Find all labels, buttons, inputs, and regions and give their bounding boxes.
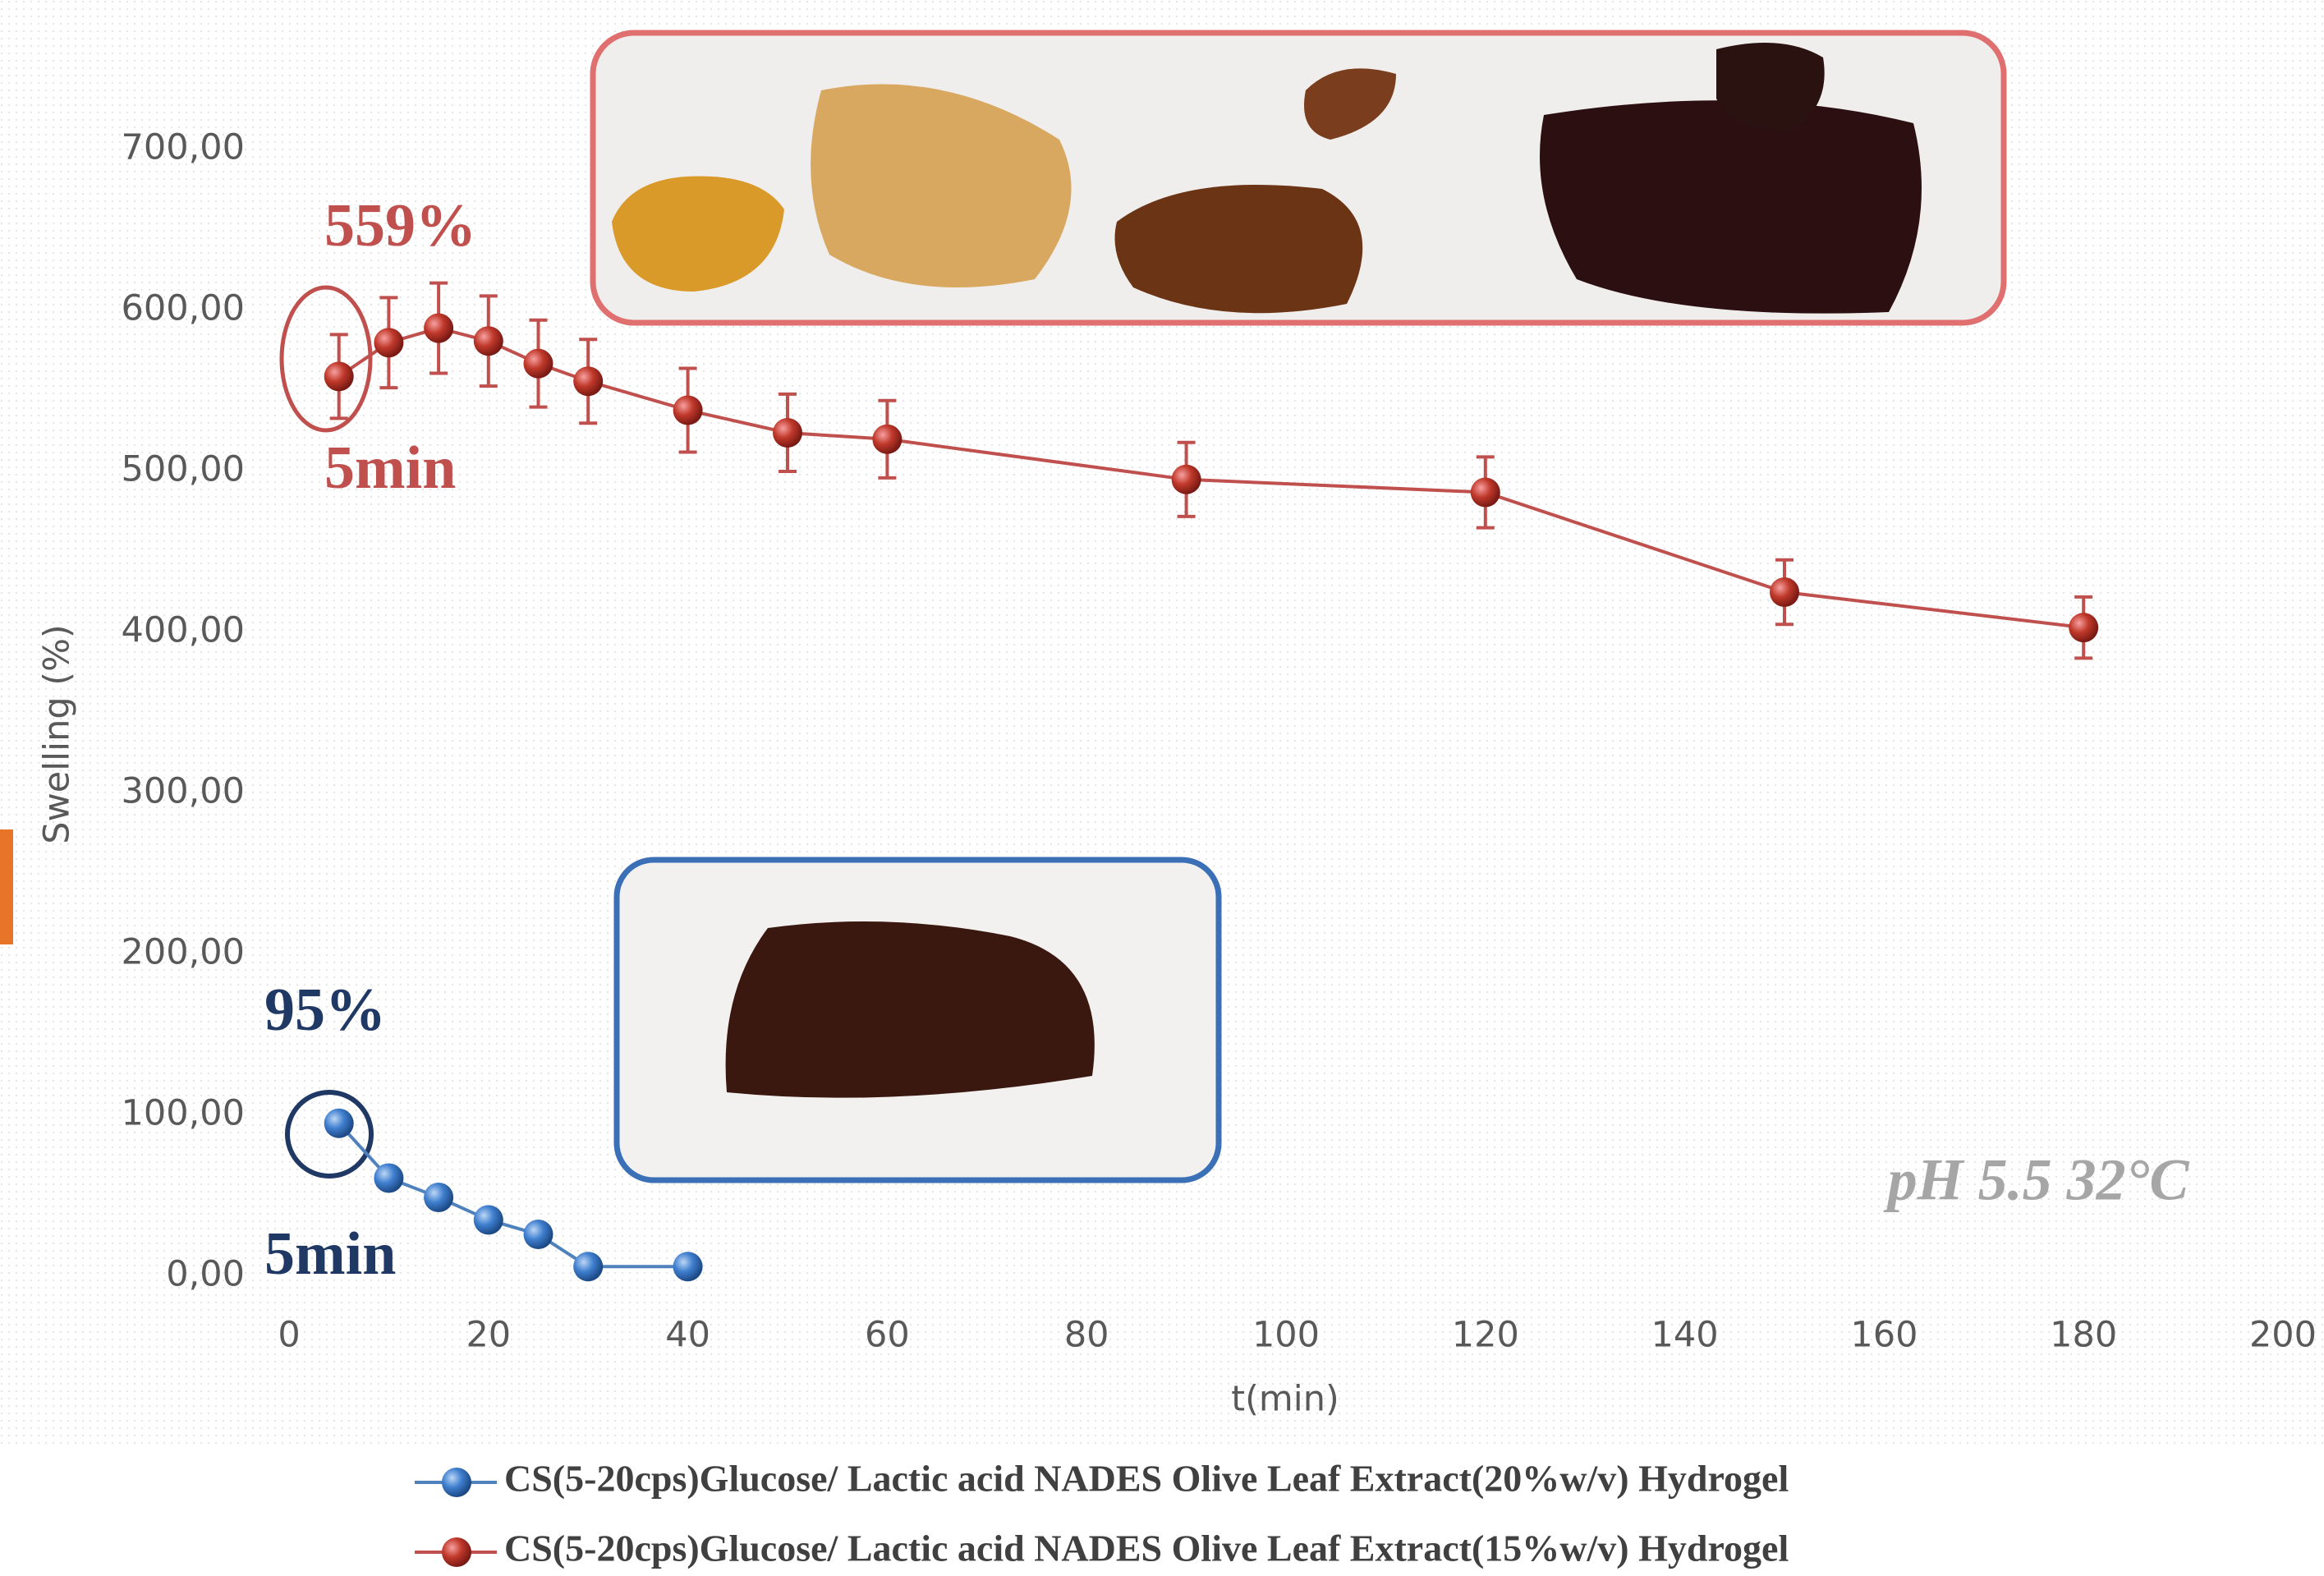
- photo-red: [593, 33, 2004, 323]
- legend-marker: [442, 1537, 471, 1567]
- data-point: [524, 349, 553, 379]
- data-point: [474, 1205, 503, 1234]
- x-tick-label: 120: [1452, 1315, 1519, 1356]
- data-point: [673, 1252, 703, 1281]
- data-point: [573, 366, 603, 396]
- x-axis-label: t(min): [1231, 1379, 1339, 1420]
- data-point: [374, 1163, 403, 1192]
- x-tick-label: 0: [278, 1315, 300, 1356]
- x-tick-label: 20: [466, 1315, 511, 1356]
- x-tick-label: 140: [1651, 1315, 1719, 1356]
- legend-label: CS(5-20cps)Glucose/ Lactic acid NADES Ol…: [504, 1528, 1789, 1569]
- data-point: [424, 314, 453, 343]
- x-tick-label: 200: [2249, 1315, 2317, 1356]
- data-point: [2069, 613, 2098, 642]
- data-point: [1770, 577, 1799, 607]
- annotation: 95%: [264, 976, 386, 1044]
- data-point: [673, 396, 703, 425]
- data-point: [1471, 477, 1500, 507]
- data-point: [573, 1252, 603, 1281]
- data-point: [773, 418, 802, 448]
- y-tick-label: 600,00: [122, 288, 245, 329]
- data-point: [424, 1183, 453, 1212]
- data-point: [324, 361, 354, 391]
- annotation: pH 5.5 32°C: [1883, 1147, 2190, 1213]
- legend-label: CS(5-20cps)Glucose/ Lactic acid NADES Ol…: [504, 1458, 1789, 1500]
- side-fragment: [0, 829, 13, 944]
- legend-marker: [442, 1468, 471, 1497]
- data-point: [872, 425, 902, 454]
- annotation: 5min: [264, 1220, 396, 1288]
- y-axis-label: Swelling (%): [37, 624, 78, 843]
- data-point: [1172, 465, 1201, 494]
- x-tick-label: 100: [1252, 1315, 1320, 1356]
- x-tick-label: 80: [1064, 1315, 1109, 1356]
- data-point: [324, 1109, 354, 1138]
- page: t(min) Swelling (%) 559% 5min 95% 5min p…: [0, 0, 2324, 1573]
- y-tick-label: 700,00: [122, 127, 245, 168]
- photo-blue: [617, 860, 1219, 1180]
- y-tick-label: 100,00: [122, 1093, 245, 1134]
- chart: t(min) Swelling (%) 559% 5min 95% 5min p…: [0, 0, 2324, 1573]
- data-point: [374, 328, 403, 357]
- y-tick-label: 500,00: [122, 449, 245, 490]
- y-tick-label: 0,00: [166, 1254, 245, 1295]
- x-tick-label: 180: [2050, 1315, 2117, 1356]
- data-point: [524, 1220, 553, 1249]
- data-point: [474, 326, 503, 356]
- y-tick-label: 300,00: [122, 771, 245, 812]
- x-tick-label: 160: [1850, 1315, 1918, 1356]
- annotation: 559%: [324, 192, 476, 260]
- y-tick-label: 400,00: [122, 610, 245, 651]
- x-tick-label: 60: [865, 1315, 910, 1356]
- y-tick-label: 200,00: [122, 932, 245, 973]
- x-tick-label: 40: [665, 1315, 710, 1356]
- annotation: 5min: [324, 434, 456, 502]
